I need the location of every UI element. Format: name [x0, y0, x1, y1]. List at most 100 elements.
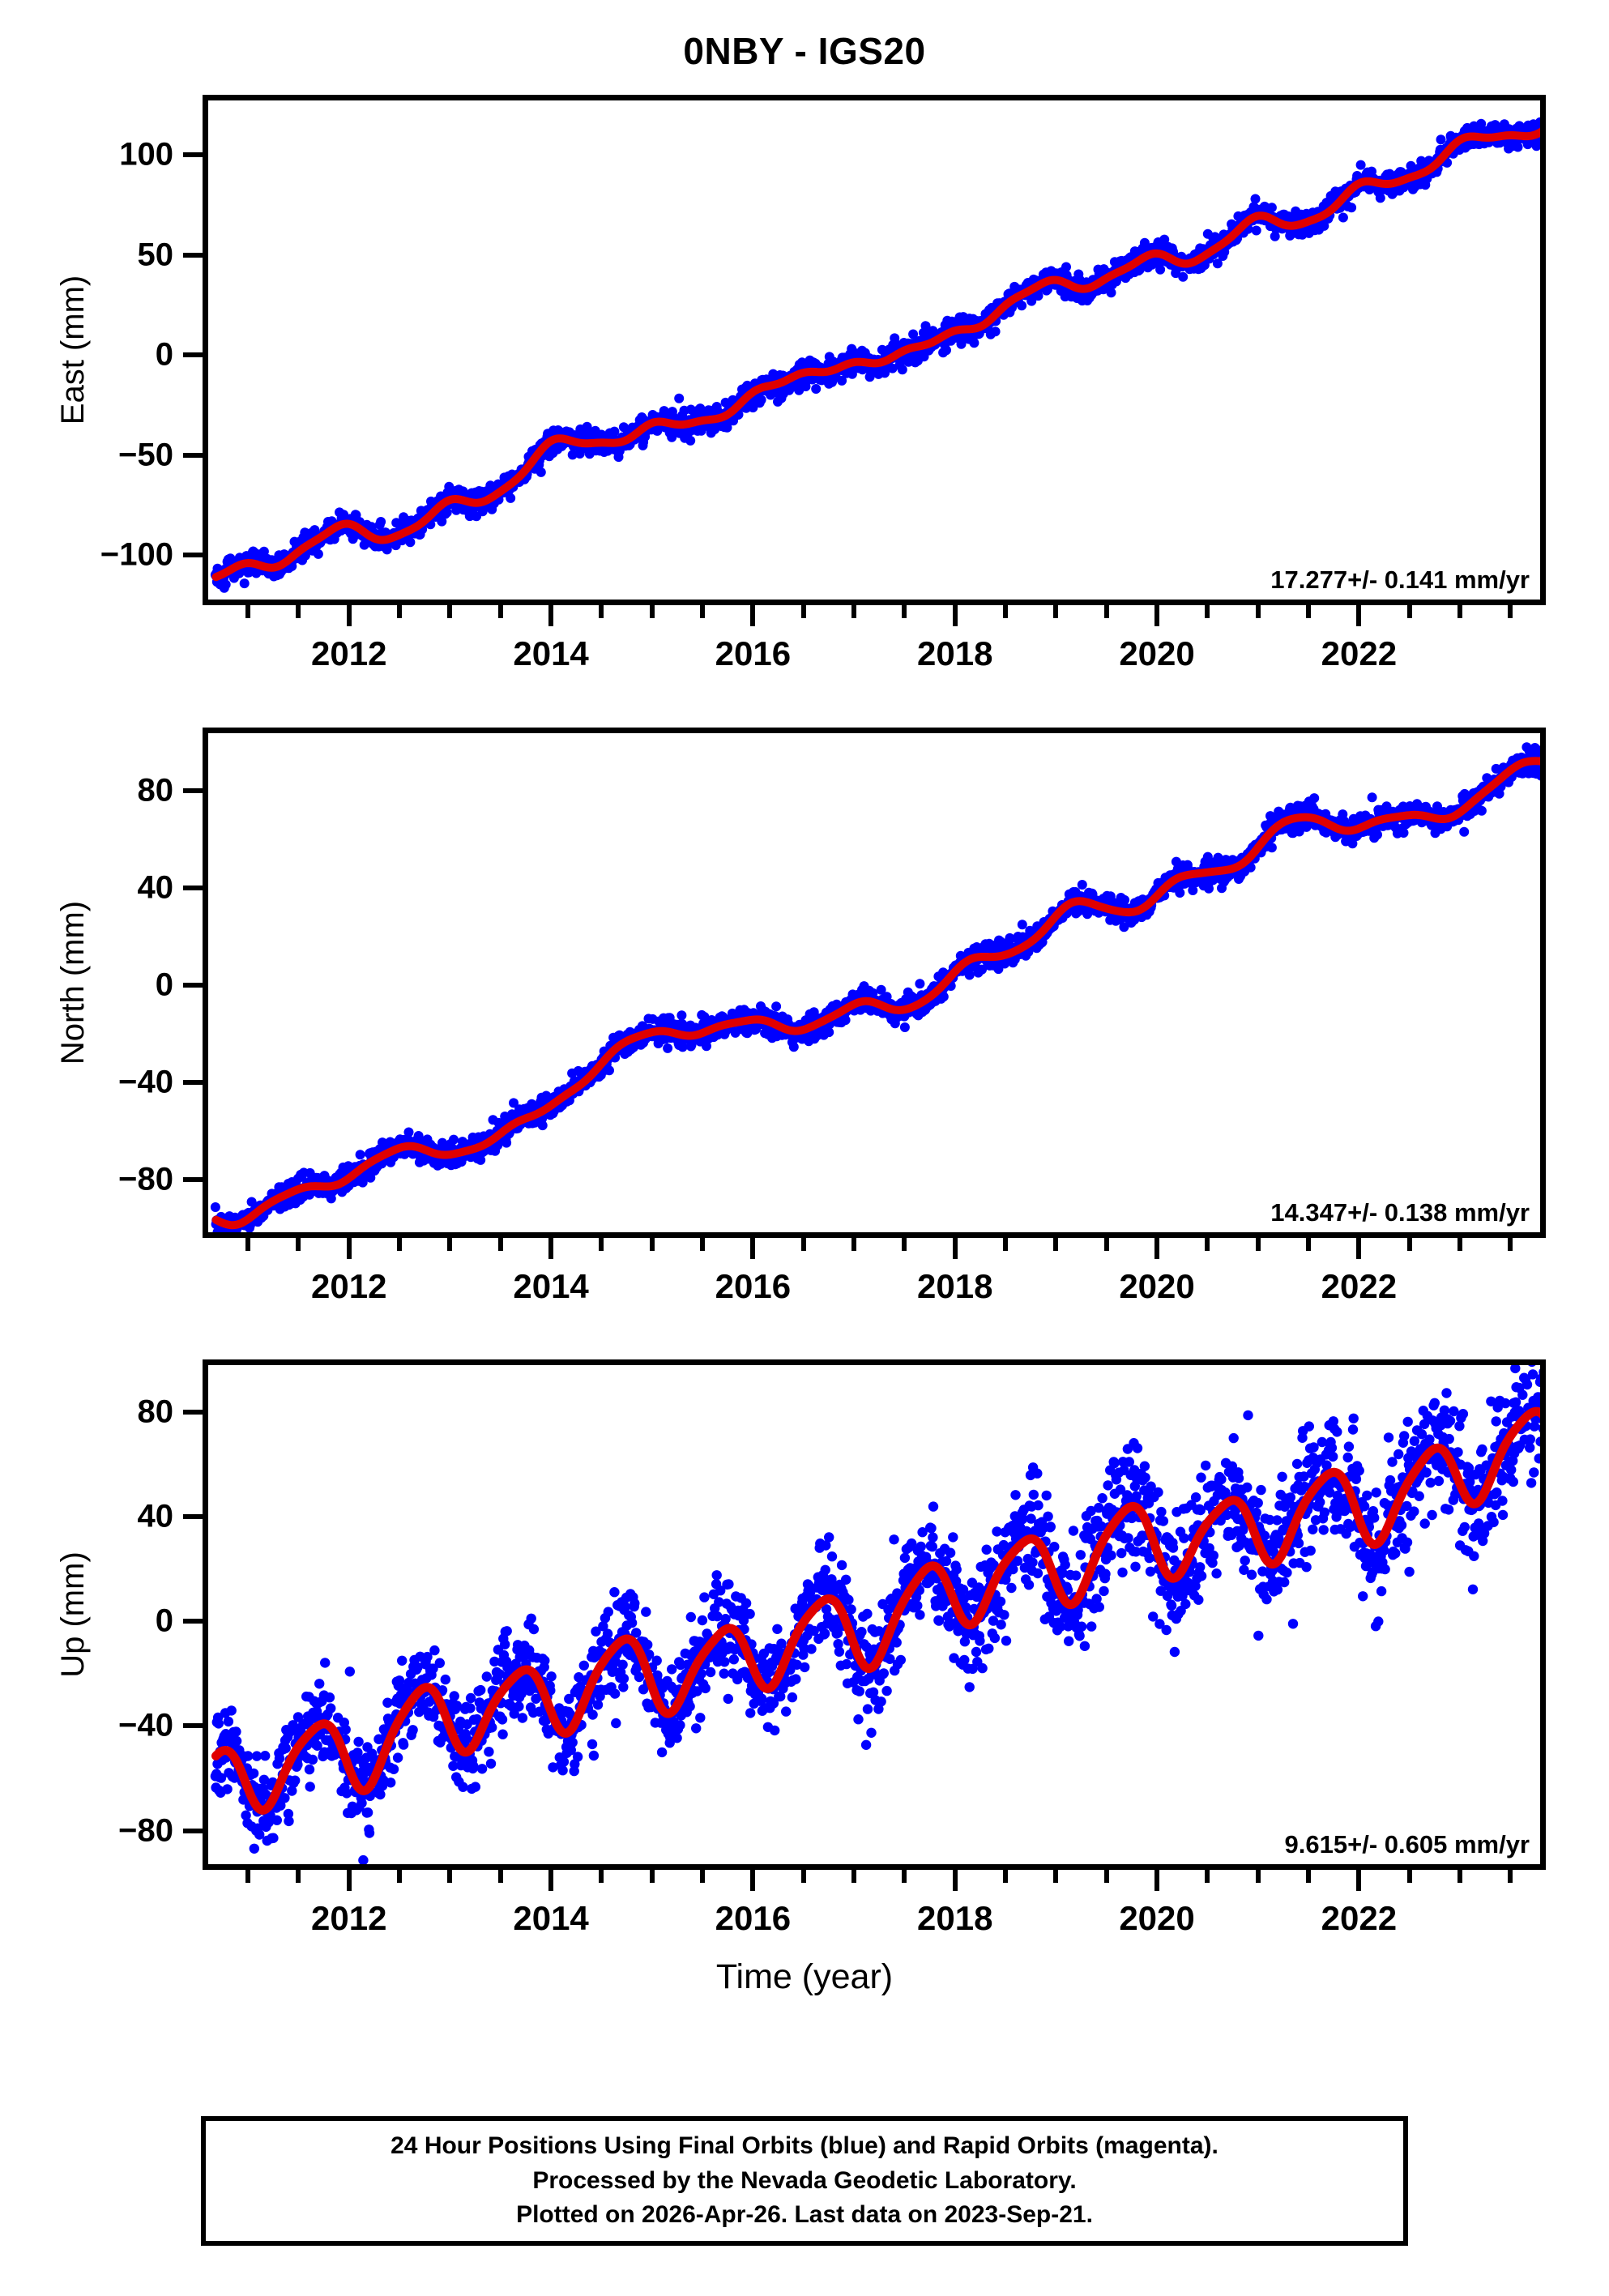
model-fit-line-north [211, 757, 1540, 1230]
xtick-east [296, 605, 301, 618]
footer-note-box: 24 Hour Positions Using Final Orbits (bl… [201, 2116, 1408, 2246]
ytick-east-4 [183, 553, 203, 558]
ytick-up-3 [183, 1723, 203, 1729]
xtick-up [1356, 1870, 1362, 1891]
ytick-label-north-3: −40 [118, 1064, 173, 1100]
xtick-up [245, 1870, 251, 1883]
xtick-label-east-4: 2020 [1119, 634, 1195, 672]
xtick-north [902, 1238, 907, 1251]
xtick-up [346, 1870, 352, 1891]
xtick-east [599, 605, 604, 618]
xtick-east [952, 605, 958, 626]
yaxis-title-up: Up (mm) [55, 1551, 91, 1678]
xtick-label-east-5: 2022 [1321, 634, 1398, 672]
xtick-up [1255, 1870, 1261, 1883]
xtick-label-up-5: 2022 [1321, 1899, 1398, 1937]
xtick-east [1103, 605, 1109, 618]
xtick-north [548, 1238, 554, 1259]
ytick-label-east-1: 50 [137, 237, 174, 273]
xtick-north [599, 1238, 604, 1251]
footer-line-2: Processed by the Nevada Geodetic Laborat… [532, 2166, 1077, 2194]
ytick-label-north-1: 40 [137, 869, 174, 906]
ytick-north-4 [183, 1177, 203, 1182]
ytick-east-3 [183, 452, 203, 458]
model-fit-line-up [211, 1406, 1540, 1815]
ytick-label-up-1: 40 [137, 1498, 174, 1534]
xtick-up [447, 1870, 453, 1883]
xtick-north [397, 1238, 403, 1251]
footer-line-3: Plotted on 2026-Apr-26. Last data on 202… [516, 2201, 1093, 2229]
xtick-up [397, 1870, 403, 1883]
series-canvas-up [210, 1365, 1540, 1864]
xtick-north [800, 1238, 806, 1251]
xtick-label-north-2: 2016 [715, 1267, 792, 1305]
ytick-east-0 [183, 152, 203, 158]
xtick-east [851, 605, 857, 618]
xtick-up [1508, 1870, 1513, 1883]
xtick-up [548, 1870, 554, 1891]
xtick-north [750, 1238, 756, 1259]
xtick-up [1406, 1870, 1412, 1883]
xtick-north [1306, 1238, 1312, 1251]
xtick-label-up-4: 2020 [1119, 1899, 1195, 1937]
rate-annotation-east: 17.277+/- 0.141 mm/yr [1270, 565, 1530, 594]
xtick-up [1103, 1870, 1109, 1883]
xtick-east [1356, 605, 1362, 626]
xtick-north [1457, 1238, 1463, 1251]
plot-area-north [203, 728, 1546, 1238]
xtick-north [851, 1238, 857, 1251]
xtick-north [1003, 1238, 1009, 1251]
xtick-label-east-1: 2014 [513, 634, 589, 672]
xtick-north [245, 1238, 251, 1251]
page-title: 0NBY - IGS20 [683, 30, 926, 72]
xtick-east [1406, 605, 1412, 618]
xtick-north [447, 1238, 453, 1251]
xtick-north [1356, 1238, 1362, 1259]
xtick-up [649, 1870, 655, 1883]
xtick-label-north-0: 2012 [311, 1267, 387, 1305]
ytick-label-north-0: 80 [137, 772, 174, 809]
xtick-up [800, 1870, 806, 1883]
ytick-label-north-4: −80 [118, 1161, 173, 1197]
plot-area-east [203, 95, 1546, 605]
xtick-north [1508, 1238, 1513, 1251]
series-canvas-east [210, 117, 1540, 593]
ytick-east-1 [183, 252, 203, 258]
xtick-up [952, 1870, 958, 1891]
series-canvas-north [210, 742, 1540, 1232]
xtick-label-east-2: 2016 [715, 634, 792, 672]
ytick-up-4 [183, 1828, 203, 1833]
xtick-up [851, 1870, 857, 1883]
ytick-up-1 [183, 1513, 203, 1519]
xtick-east [649, 605, 655, 618]
ytick-north-2 [183, 983, 203, 988]
rate-annotation-up: 9.615+/- 0.605 mm/yr [1284, 1830, 1530, 1859]
xtick-north [700, 1238, 706, 1251]
footer-line-1: 24 Hour Positions Using Final Orbits (bl… [391, 2132, 1218, 2160]
xtick-north [497, 1238, 503, 1251]
xtick-label-east-0: 2012 [311, 634, 387, 672]
xtick-north [649, 1238, 655, 1251]
ytick-label-up-4: −80 [118, 1812, 173, 1849]
xtick-up [1053, 1870, 1059, 1883]
ytick-label-east-3: −50 [118, 437, 173, 473]
xtick-label-up-3: 2018 [917, 1899, 993, 1937]
model-fit-line-east [211, 127, 1540, 582]
ytick-label-north-2: 0 [155, 967, 173, 1003]
plot-area-up [203, 1359, 1546, 1870]
xtick-north [346, 1238, 352, 1259]
ytick-label-up-3: −40 [118, 1707, 173, 1743]
rate-annotation-north: 14.347+/- 0.138 mm/yr [1270, 1198, 1530, 1227]
xtick-up [1154, 1870, 1160, 1891]
xtick-up [1306, 1870, 1312, 1883]
xtick-up [750, 1870, 756, 1891]
ytick-north-3 [183, 1080, 203, 1085]
xtick-east [397, 605, 403, 618]
xtick-east [548, 605, 554, 626]
xtick-label-north-5: 2022 [1321, 1267, 1398, 1305]
xtick-label-up-2: 2016 [715, 1899, 792, 1937]
xtick-up [700, 1870, 706, 1883]
xtick-east [1053, 605, 1059, 618]
